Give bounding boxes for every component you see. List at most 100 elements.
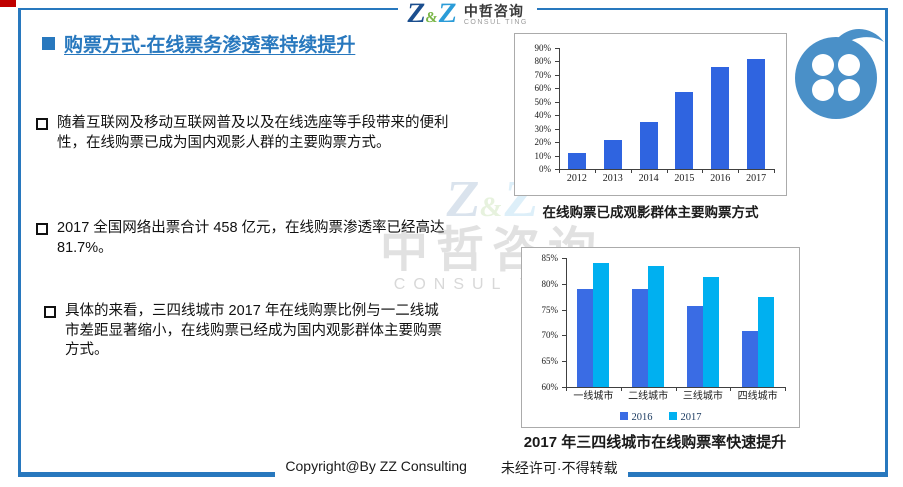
y-tick-label: 80% <box>541 278 559 289</box>
y-tick-mark <box>562 361 566 363</box>
x-category-label: 2015 <box>674 173 695 184</box>
y-tick-label: 0% <box>539 164 551 174</box>
x-tick-mark <box>620 387 622 391</box>
bar-2017 <box>747 59 766 169</box>
footer: Copyright@By ZZ Consulting 未经许可·不得转载 <box>0 456 903 482</box>
y-tick-mark <box>555 142 559 144</box>
bar-2015 <box>675 92 694 169</box>
x-category-label: 2017 <box>746 173 767 184</box>
y-tick-label: 60% <box>534 83 552 94</box>
y-tick-mark <box>555 88 559 90</box>
legend-swatch <box>619 412 628 420</box>
bullet-item: 随着互联网及移动互联网普及以及在线选座等手段带来的便利性，在线购票已成为国内观影… <box>36 114 450 153</box>
y-axis <box>559 48 560 169</box>
chart-city-tier-online-rate: 60% 65% 70% 75% 80% 85% 一线城市 二线城市 三线城市 四线城市 2016 20… <box>521 247 800 428</box>
legend-item-2017: 2017 <box>668 412 702 423</box>
legend-item-2016: 2016 <box>619 412 653 423</box>
title-bullet-square <box>42 37 55 50</box>
y-tick-mark <box>562 283 566 285</box>
bar-2016-四线城市 <box>741 330 758 387</box>
x-tick-mark <box>559 169 560 173</box>
bar-2016 <box>711 66 730 169</box>
y-tick-mark <box>562 335 566 337</box>
chart-legend: 2016 2017 <box>522 412 799 423</box>
page-title: 购票方式-在线票务渗透率持续提升 <box>64 35 356 56</box>
y-tick-mark <box>555 169 559 170</box>
bullet-square-icon <box>36 118 48 130</box>
x-tick-mark <box>730 387 732 391</box>
y-tick-label: 20% <box>534 137 552 148</box>
footer-copyright: Copyright@By ZZ Consulting <box>285 458 467 474</box>
bullet-square-icon <box>36 223 48 235</box>
bar-2013 <box>603 140 622 169</box>
x-tick-mark <box>594 169 596 173</box>
film-reel-icon <box>794 26 886 127</box>
x-tick-mark <box>774 169 775 173</box>
y-tick-label: 30% <box>534 123 552 134</box>
bar-2012 <box>567 152 586 169</box>
x-category-label: 2013 <box>602 173 623 184</box>
chart2-caption: 2017 年三四线城市在线购票率快速提升 <box>523 434 787 451</box>
x-tick-mark <box>702 169 704 173</box>
y-tick-mark <box>555 74 559 76</box>
x-category-label: 2016 <box>710 173 731 184</box>
bar-2017-三线城市 <box>702 277 719 387</box>
y-tick-mark <box>555 48 559 49</box>
bar-2016-一线城市 <box>577 288 594 387</box>
bullet-item: 具体的来看，三四线城市 2017 年在线购票比例与一二线城市差距显著缩小，在线购… <box>44 302 450 361</box>
x-tick-mark <box>785 387 786 391</box>
bar-2017-一线城市 <box>593 263 610 387</box>
y-tick-mark <box>562 309 566 311</box>
logo-z2: Z <box>436 0 459 29</box>
bullet-text: 具体的来看，三四线城市 2017 年在线购票比例与一二线城市差距显著缩小，在线购… <box>65 303 442 359</box>
x-category-label: 一线城市 <box>573 391 614 402</box>
x-category-label: 三线城市 <box>682 391 723 402</box>
x-tick-mark <box>566 387 567 391</box>
y-tick-label: 40% <box>534 110 552 121</box>
bullet-item: 2017 全国网络出票合计 458 亿元，在线购票渗透率已经高达 81.7%。 <box>36 219 450 258</box>
y-tick-label: 85% <box>541 253 559 263</box>
y-tick-label: 10% <box>534 150 552 161</box>
x-tick-mark <box>675 387 677 391</box>
bar-2014 <box>639 121 658 169</box>
y-tick-label: 70% <box>541 330 559 341</box>
y-tick-mark <box>555 115 559 117</box>
x-category-label: 二线城市 <box>628 391 669 402</box>
y-tick-label: 90% <box>534 43 552 53</box>
y-tick-label: 60% <box>541 382 559 392</box>
y-tick-mark <box>555 61 559 63</box>
logo-zz-mark: Z&Z <box>405 0 459 29</box>
bullet-square-icon <box>44 306 56 318</box>
y-tick-label: 75% <box>541 304 559 315</box>
x-category-label: 四线城市 <box>737 391 778 402</box>
y-tick-mark <box>555 101 559 103</box>
footer-notice: 未经许可·不得转载 <box>500 460 618 476</box>
y-tick-mark <box>562 258 566 259</box>
logo-names: 中哲咨询 CONSUL TING <box>464 0 528 26</box>
x-category-label: 2014 <box>638 173 659 184</box>
logo-company-name-cn: 中哲咨询 <box>463 3 524 19</box>
y-tick-label: 80% <box>534 56 552 67</box>
footer-text: Copyright@By ZZ Consulting 未经许可·不得转载 <box>275 456 628 482</box>
bullet-text: 2017 全国网络出票合计 458 亿元，在线购票渗透率已经高达 81.7%。 <box>57 220 445 256</box>
chart1-caption: 在线购票已成观影群体主要购票方式 <box>542 205 759 220</box>
x-tick-mark <box>738 169 740 173</box>
x-tick-mark <box>666 169 668 173</box>
y-tick-label: 70% <box>534 69 552 80</box>
x-category-label: 2012 <box>566 173 587 184</box>
y-tick-mark <box>562 387 566 388</box>
x-tick-mark <box>630 169 632 173</box>
bar-2016-三线城市 <box>686 305 703 387</box>
company-logo: Z&Z 中哲咨询 CONSUL TING <box>398 0 537 29</box>
y-axis <box>566 258 567 387</box>
top-left-red-accent <box>0 0 16 7</box>
bar-2017-四线城市 <box>757 296 774 387</box>
slide-title-row: 购票方式-在线票务渗透率持续提升 <box>42 30 355 57</box>
y-tick-label: 65% <box>541 356 559 367</box>
y-tick-label: 50% <box>534 96 552 107</box>
legend-swatch <box>668 412 677 420</box>
chart-online-ticket-penetration: 0% 10% 20% 30% 40% 50% 60% 70% 80% 90% 2012 2013 201… <box>514 33 787 196</box>
y-tick-mark <box>555 128 559 130</box>
bullet-text: 随着互联网及移动互联网普及以及在线选座等手段带来的便利性，在线购票已成为国内观影… <box>57 115 449 151</box>
logo-company-name-en: CONSUL TING <box>463 19 528 27</box>
